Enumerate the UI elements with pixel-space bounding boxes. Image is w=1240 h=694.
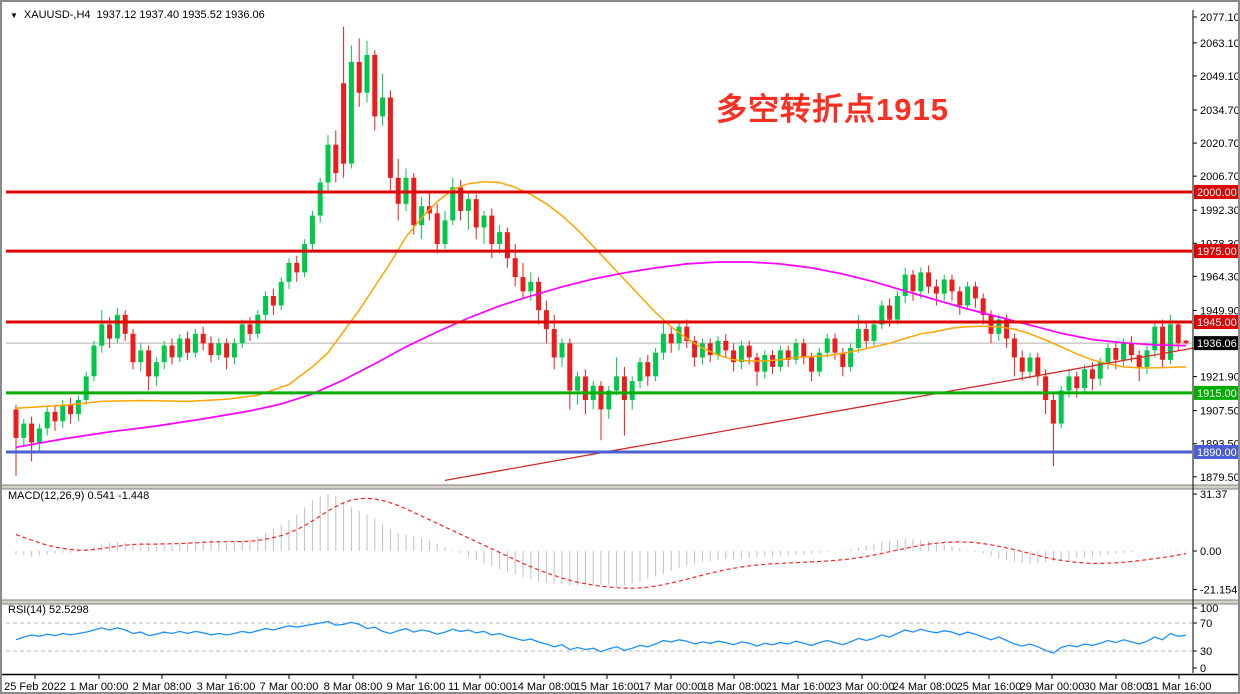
symbol-title: XAUUSD-,H4 — [23, 9, 91, 21]
svg-text:24 Mar 08:00: 24 Mar 08:00 — [893, 681, 958, 693]
svg-text:1915.00: 1915.00 — [1197, 388, 1237, 400]
macd-indicator-label: MACD(12,26,9) 0.541 -1.448 — [8, 490, 150, 502]
pane-separators[interactable] — [2, 484, 1240, 605]
svg-text:8 Mar 08:00: 8 Mar 08:00 — [324, 681, 383, 693]
svg-text:70: 70 — [1200, 618, 1212, 630]
macd-signal-line — [15, 497, 1187, 589]
svg-text:1936.06: 1936.06 — [1197, 338, 1237, 350]
svg-text:3 Mar 16:00: 3 Mar 16:00 — [197, 681, 256, 693]
svg-text:2000.00: 2000.00 — [1197, 187, 1237, 199]
svg-text:2034.70: 2034.70 — [1200, 105, 1240, 117]
svg-text:18 Mar 08:00: 18 Mar 08:00 — [702, 681, 767, 693]
svg-text:2006.70: 2006.70 — [1200, 171, 1240, 183]
svg-text:21 Mar 16:00: 21 Mar 16:00 — [766, 681, 831, 693]
annotation-text: 多空转折点1915 — [716, 92, 949, 127]
svg-text:-21.154: -21.154 — [1200, 584, 1237, 596]
candles — [13, 26, 1189, 476]
svg-text:30: 30 — [1200, 646, 1212, 658]
svg-text:25 Feb 2022: 25 Feb 2022 — [4, 681, 66, 693]
svg-text:1921.90: 1921.90 — [1200, 372, 1240, 384]
svg-text:9 Mar 16:00: 9 Mar 16:00 — [387, 681, 446, 693]
ma-fast-line — [15, 181, 1187, 410]
svg-text:30 Mar 08:00: 30 Mar 08:00 — [1084, 681, 1149, 693]
ma-slow-line — [15, 261, 1187, 449]
svg-text:17 Mar 00:00: 17 Mar 00:00 — [639, 681, 704, 693]
svg-text:1907.50: 1907.50 — [1200, 406, 1240, 418]
svg-text:0: 0 — [1200, 663, 1206, 675]
svg-text:1975.00: 1975.00 — [1197, 246, 1237, 258]
trendline[interactable] — [444, 347, 1194, 481]
svg-text:100: 100 — [1200, 603, 1218, 615]
svg-text:2 Mar 08:00: 2 Mar 08:00 — [133, 681, 192, 693]
svg-text:11 Mar 00:00: 11 Mar 00:00 — [448, 681, 512, 693]
macd-pane — [15, 494, 1187, 589]
svg-text:29 Mar 00:00: 29 Mar 00:00 — [1020, 681, 1085, 693]
svg-text:2020.70: 2020.70 — [1200, 138, 1240, 150]
svg-text:1 Mar 00:00: 1 Mar 00:00 — [70, 681, 129, 693]
symbol-header: ▼ XAUUSD-,H4 1937.12 1937.40 1935.52 193… — [10, 9, 265, 21]
svg-text:25 Mar 16:00: 25 Mar 16:00 — [957, 681, 1022, 693]
symbol-dropdown-icon[interactable]: ▼ — [10, 10, 18, 20]
svg-text:1964.30: 1964.30 — [1200, 271, 1240, 283]
svg-text:14 Mar 08:00: 14 Mar 08:00 — [512, 681, 577, 693]
svg-text:15 Mar 16:00: 15 Mar 16:00 — [575, 681, 640, 693]
svg-text:1945.00: 1945.00 — [1197, 317, 1237, 329]
svg-text:23 Mar 00:00: 23 Mar 00:00 — [830, 681, 895, 693]
rsi-indicator-label: RSI(14) 52.5298 — [8, 604, 89, 616]
svg-text:0.00: 0.00 — [1200, 546, 1221, 558]
svg-text:2077.10: 2077.10 — [1200, 12, 1240, 24]
svg-text:1879.50: 1879.50 — [1200, 472, 1240, 484]
svg-text:2063.10: 2063.10 — [1200, 38, 1240, 50]
price-axis: 2077.10 2063.10 2049.10 2034.70 2020.70 2006.… — [1193, 12, 1240, 675]
svg-text:7 Mar 00:00: 7 Mar 00:00 — [260, 681, 319, 693]
svg-text:31 Mar 16:00: 31 Mar 16:00 — [1147, 681, 1212, 693]
svg-text:2049.10: 2049.10 — [1200, 71, 1240, 83]
ohlc-readout: 1937.12 1937.40 1935.52 1936.06 — [96, 9, 265, 21]
svg-text:1949.90: 1949.90 — [1200, 305, 1240, 317]
rsi-line — [15, 620, 1187, 654]
svg-text:1992.30: 1992.30 — [1200, 205, 1240, 217]
time-axis: 25 Feb 2022 1 Mar 00:00 2 Mar 08:00 3 Ma… — [4, 675, 1212, 693]
svg-text:31.37: 31.37 — [1200, 489, 1228, 501]
rsi-pane — [6, 620, 1192, 654]
svg-text:1890.00: 1890.00 — [1197, 447, 1237, 459]
